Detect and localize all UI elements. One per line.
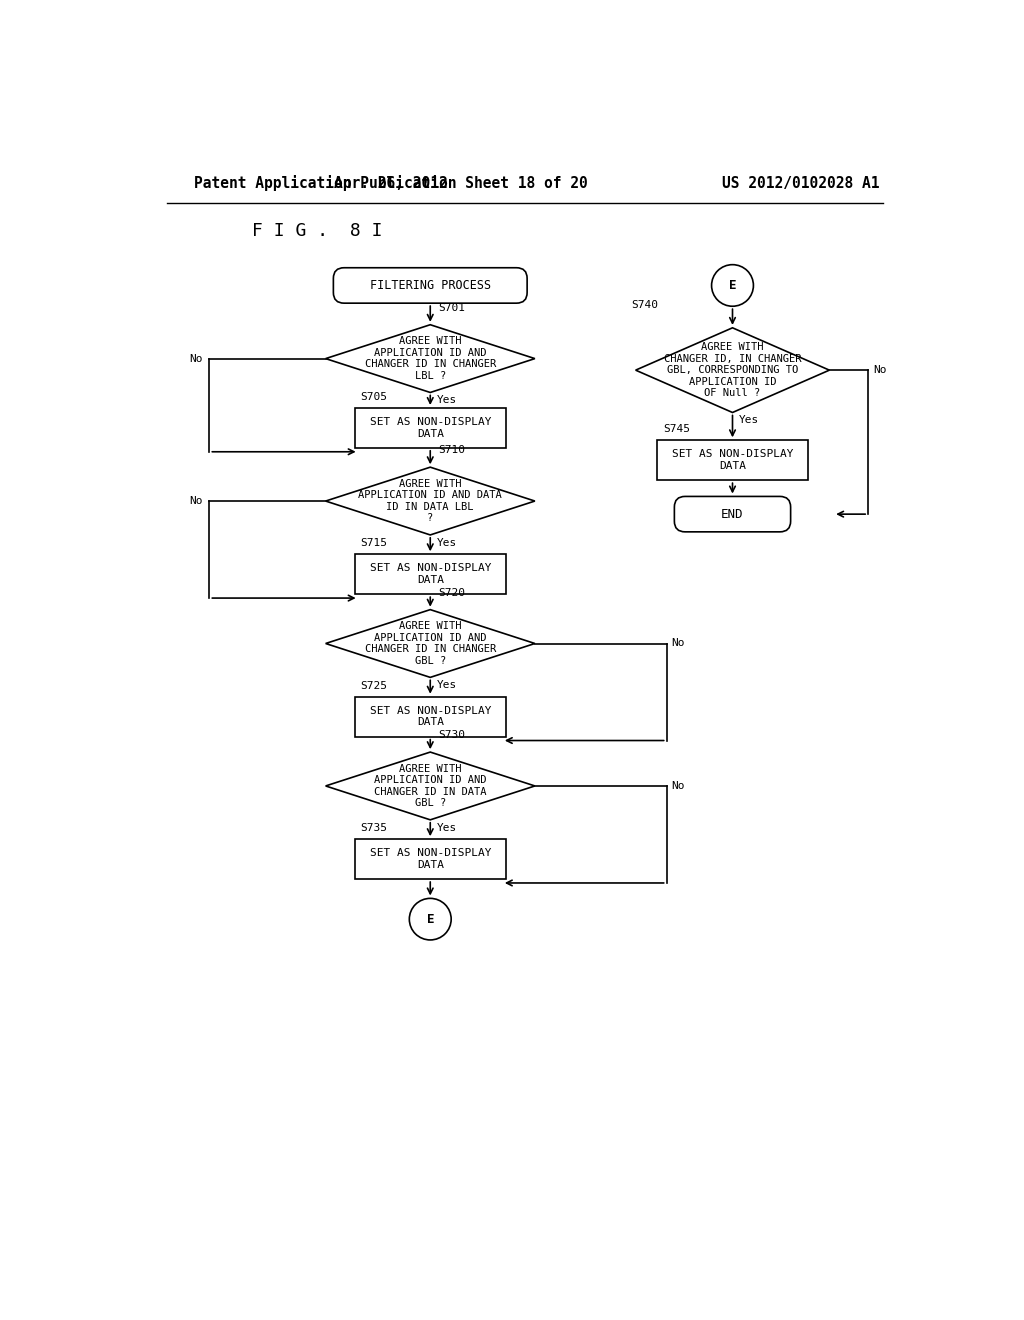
Polygon shape <box>326 752 535 820</box>
Bar <box>657 441 808 480</box>
Bar <box>354 408 506 447</box>
Text: S740: S740 <box>632 300 658 310</box>
Text: AGREE WITH
APPLICATION ID AND
CHANGER ID IN DATA
GBL ?: AGREE WITH APPLICATION ID AND CHANGER ID… <box>374 763 486 808</box>
Text: SET AS NON-DISPLAY
DATA: SET AS NON-DISPLAY DATA <box>370 564 490 585</box>
Text: No: No <box>872 366 887 375</box>
Text: F I G .  8 I: F I G . 8 I <box>252 222 383 239</box>
Text: S720: S720 <box>438 587 465 598</box>
Text: SET AS NON-DISPLAY
DATA: SET AS NON-DISPLAY DATA <box>370 849 490 870</box>
Bar <box>354 697 506 737</box>
Text: No: No <box>189 496 203 506</box>
Circle shape <box>410 899 452 940</box>
Text: S745: S745 <box>663 425 690 434</box>
Text: SET AS NON-DISPLAY
DATA: SET AS NON-DISPLAY DATA <box>370 706 490 727</box>
Text: FILTERING PROCESS: FILTERING PROCESS <box>370 279 490 292</box>
Polygon shape <box>636 327 829 413</box>
FancyBboxPatch shape <box>675 496 791 532</box>
Text: No: No <box>672 781 685 791</box>
Polygon shape <box>326 467 535 535</box>
Text: Yes: Yes <box>738 416 759 425</box>
Text: No: No <box>672 639 685 648</box>
Text: S710: S710 <box>438 445 465 455</box>
Text: S730: S730 <box>438 730 465 741</box>
Text: S715: S715 <box>360 539 387 548</box>
Text: Yes: Yes <box>436 680 457 690</box>
Bar <box>354 554 506 594</box>
Text: E: E <box>729 279 736 292</box>
Text: Yes: Yes <box>436 537 457 548</box>
Polygon shape <box>326 325 535 392</box>
Circle shape <box>712 264 754 306</box>
Text: AGREE WITH
CHANGER ID, IN CHANGER
GBL, CORRESPONDING TO
APPLICATION ID
OF Null ?: AGREE WITH CHANGER ID, IN CHANGER GBL, C… <box>664 342 801 399</box>
Text: SET AS NON-DISPLAY
DATA: SET AS NON-DISPLAY DATA <box>672 449 794 471</box>
Text: Patent Application Publication: Patent Application Publication <box>194 176 457 191</box>
Polygon shape <box>326 610 535 677</box>
Text: Yes: Yes <box>436 822 457 833</box>
Text: END: END <box>721 508 743 520</box>
Text: Apr. 26, 2012  Sheet 18 of 20: Apr. 26, 2012 Sheet 18 of 20 <box>335 176 588 190</box>
Text: Yes: Yes <box>436 395 457 405</box>
Bar <box>354 840 506 879</box>
Text: S701: S701 <box>438 302 465 313</box>
Text: AGREE WITH
APPLICATION ID AND
CHANGER ID IN CHANGER
LBL ?: AGREE WITH APPLICATION ID AND CHANGER ID… <box>365 337 496 381</box>
Text: E: E <box>427 912 434 925</box>
Text: SET AS NON-DISPLAY
DATA: SET AS NON-DISPLAY DATA <box>370 417 490 438</box>
Text: AGREE WITH
APPLICATION ID AND DATA
ID IN DATA LBL
?: AGREE WITH APPLICATION ID AND DATA ID IN… <box>358 479 502 524</box>
Text: No: No <box>189 354 203 363</box>
Text: US 2012/0102028 A1: US 2012/0102028 A1 <box>722 176 880 190</box>
Text: S725: S725 <box>360 681 387 690</box>
FancyBboxPatch shape <box>334 268 527 304</box>
Text: AGREE WITH
APPLICATION ID AND
CHANGER ID IN CHANGER
GBL ?: AGREE WITH APPLICATION ID AND CHANGER ID… <box>365 622 496 665</box>
Text: S705: S705 <box>360 392 387 403</box>
Text: S735: S735 <box>360 824 387 833</box>
